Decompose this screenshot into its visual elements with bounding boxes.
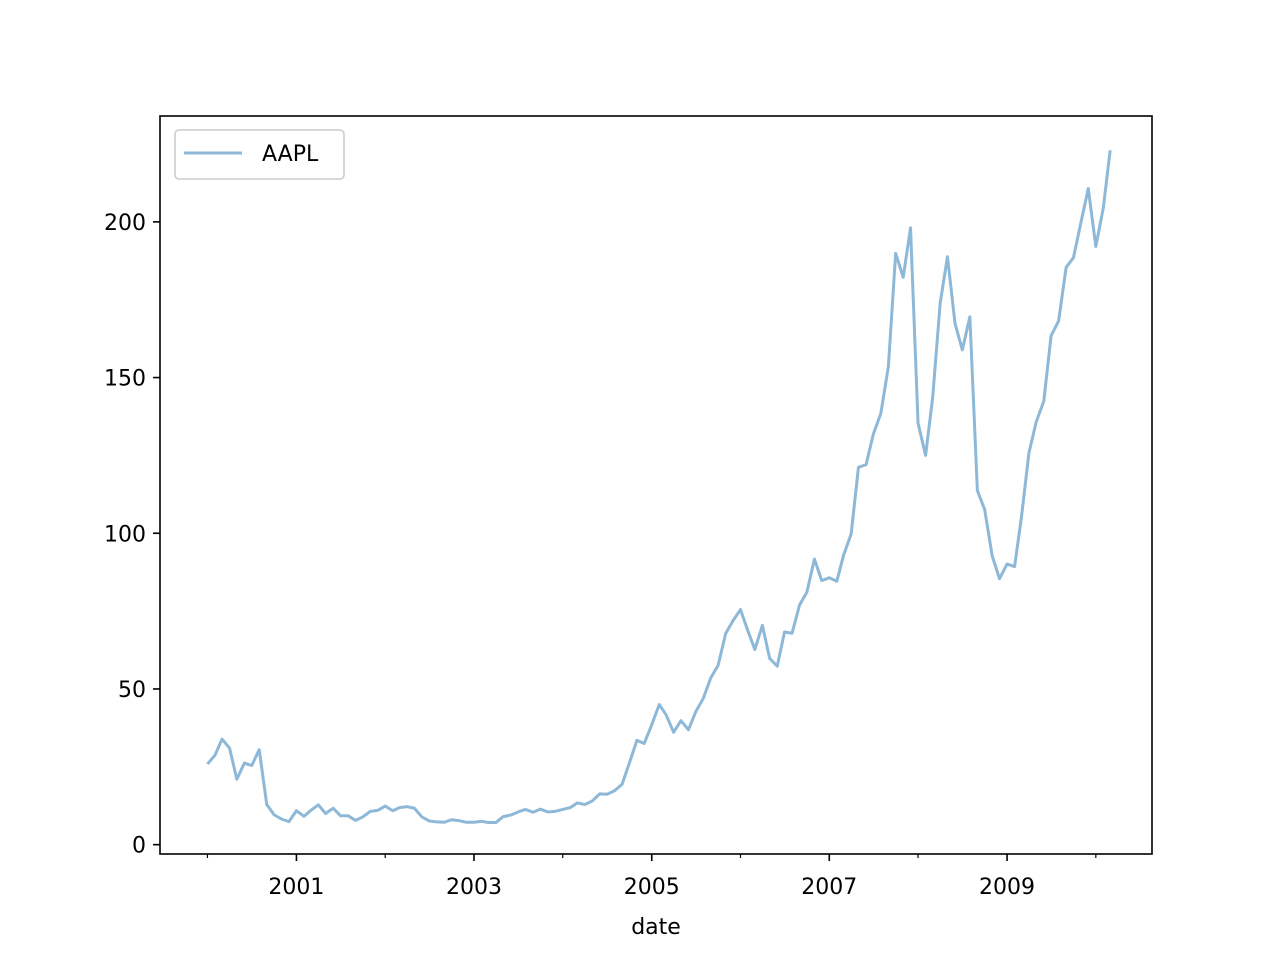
y-axis: 0 50 100 150 200 <box>104 211 160 859</box>
x-tick-label: 2003 <box>446 875 502 900</box>
legend: AAPL <box>174 129 345 180</box>
y-tick-label: 200 <box>104 211 146 236</box>
series-layer <box>206 150 1112 825</box>
y-tick-label: 150 <box>104 367 146 392</box>
x-tick-label: 2009 <box>979 875 1035 900</box>
plot-frame <box>159 115 1153 855</box>
x-axis-label: date <box>631 915 681 940</box>
y-tick-label: 100 <box>104 522 146 547</box>
series-line-aapl <box>206 150 1112 825</box>
legend-label-aapl: AAPL <box>262 142 319 167</box>
y-tick-label: 0 <box>132 834 146 859</box>
x-tick-label: 2005 <box>624 875 680 900</box>
plot-area <box>160 116 1152 854</box>
x-tick-label: 2007 <box>801 875 857 900</box>
x-tick-label: 2001 <box>268 875 324 900</box>
x-axis: 2001 2003 2005 2007 2009 <box>206 854 1097 900</box>
legend-box <box>174 129 345 180</box>
y-tick-label: 50 <box>118 678 146 703</box>
